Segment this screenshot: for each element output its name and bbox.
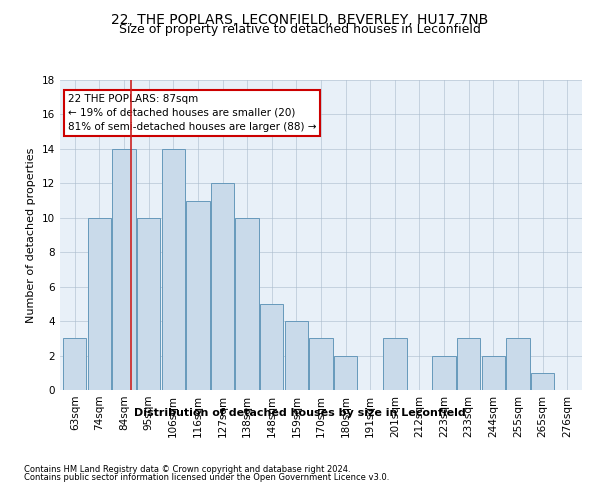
Bar bbox=[457, 338, 481, 390]
Bar bbox=[211, 184, 234, 390]
Bar bbox=[383, 338, 407, 390]
Text: 22, THE POPLARS, LECONFIELD, BEVERLEY, HU17 7NB: 22, THE POPLARS, LECONFIELD, BEVERLEY, H… bbox=[112, 12, 488, 26]
Bar bbox=[260, 304, 283, 390]
Text: Contains HM Land Registry data © Crown copyright and database right 2024.: Contains HM Land Registry data © Crown c… bbox=[24, 465, 350, 474]
Bar bbox=[112, 149, 136, 390]
Bar bbox=[334, 356, 358, 390]
Bar bbox=[63, 338, 86, 390]
Bar bbox=[161, 149, 185, 390]
Bar bbox=[88, 218, 111, 390]
Bar bbox=[482, 356, 505, 390]
Text: Contains public sector information licensed under the Open Government Licence v3: Contains public sector information licen… bbox=[24, 472, 389, 482]
Text: Distribution of detached houses by size in Leconfield: Distribution of detached houses by size … bbox=[134, 408, 466, 418]
Bar bbox=[186, 200, 209, 390]
Bar bbox=[506, 338, 530, 390]
Bar bbox=[433, 356, 456, 390]
Bar bbox=[284, 321, 308, 390]
Bar bbox=[310, 338, 332, 390]
Bar bbox=[137, 218, 160, 390]
Y-axis label: Number of detached properties: Number of detached properties bbox=[26, 148, 37, 322]
Bar bbox=[531, 373, 554, 390]
Bar bbox=[235, 218, 259, 390]
Text: 22 THE POPLARS: 87sqm
← 19% of detached houses are smaller (20)
81% of semi-deta: 22 THE POPLARS: 87sqm ← 19% of detached … bbox=[68, 94, 316, 132]
Text: Size of property relative to detached houses in Leconfield: Size of property relative to detached ho… bbox=[119, 22, 481, 36]
